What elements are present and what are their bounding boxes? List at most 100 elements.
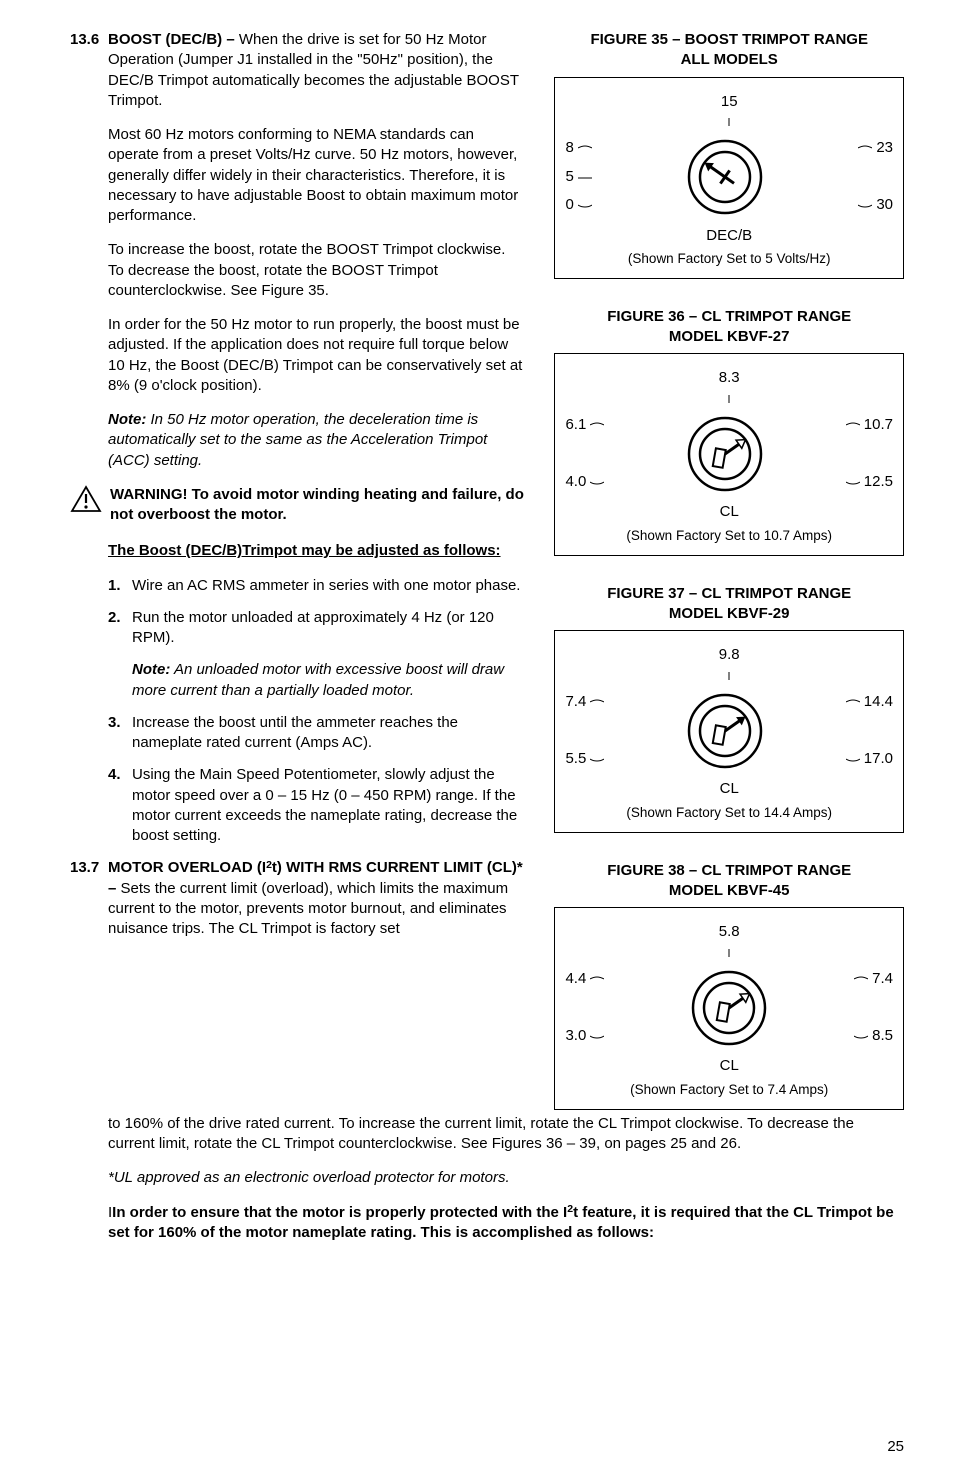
ul-approved: UL approved as an electronic overload pr… (114, 1169, 510, 1186)
fig38-left: 4.4 3.0 (565, 965, 604, 1051)
page-number: 25 (887, 1437, 904, 1457)
fig37-title-a: FIGURE 37 – CL TRIMPOT RANGE (554, 584, 904, 604)
list-num-2: 2. (108, 608, 132, 701)
list-body-4: Using the Main Speed Potentiometer, slow… (132, 765, 524, 846)
list-item: 1. Wire an AC RMS ammeter in series with… (108, 576, 524, 596)
section-13-7: 13.7 MOTOR OVERLOAD (I2t) WITH RMS CURRE… (70, 858, 524, 939)
left-column: 13.6 BOOST (DEC/B) – When the drive is s… (70, 30, 524, 1110)
note-decel: Note: In 50 Hz motor operation, the dece… (108, 410, 524, 471)
section-number: 13.7 (70, 858, 108, 939)
knob-icon (686, 138, 764, 216)
li2-note: Note: An unloaded motor with excessive b… (132, 660, 524, 701)
fig37-left: 7.4 5.5 (565, 688, 604, 774)
section-number: 13.6 (70, 30, 108, 111)
warning-text: WARNING! To avoid motor winding heating … (110, 485, 524, 526)
adjust-title: The Boost (DEC/B)Trimpot may be adjusted… (108, 541, 524, 561)
fig36-title-b: MODEL KBVF-27 (554, 327, 904, 347)
bottom-p1: to 160% of the drive rated current. To i… (108, 1114, 904, 1155)
fig36-r2: 12.5 (864, 473, 893, 490)
fig36-label: CL (565, 502, 893, 522)
list-body-2: Run the motor unloaded at approximately … (132, 608, 524, 701)
li2-note-body: An unloaded motor with excessive boost w… (132, 661, 504, 698)
fig36-l1: 6.1 (565, 416, 586, 433)
p3a: In order to ensure that the motor is pro… (112, 1204, 567, 1221)
list-item: 4. Using the Main Speed Potentiometer, s… (108, 765, 524, 846)
fig35-r1: 23 (876, 139, 893, 156)
fig35-l2: 5 (565, 168, 573, 185)
mol-head-a: MOTOR OVERLOAD (I (108, 859, 266, 876)
boost-head-bold: BOOST (DEC/B) – (108, 31, 235, 48)
warning-row: WARNING! To avoid motor winding heating … (70, 485, 524, 526)
fig35-l3: 0 (565, 196, 573, 213)
fig38-r1: 7.4 (872, 970, 893, 987)
fig35-caption: (Shown Factory Set to 5 Volts/Hz) (565, 250, 893, 268)
fig37-label: CL (565, 779, 893, 799)
fig35-top-val: 15 (721, 93, 738, 110)
fig37-top-val: 9.8 (719, 646, 740, 663)
section-body: MOTOR OVERLOAD (I2t) WITH RMS CURRENT LI… (108, 858, 524, 939)
fig38-label: CL (565, 1056, 893, 1076)
bottom-p2: *UL approved as an electronic overload p… (108, 1168, 904, 1188)
fig36-l2: 4.0 (565, 473, 586, 490)
fig35-top: 15 (565, 92, 893, 133)
fig36-left: 6.1 4.0 (565, 411, 604, 497)
knob-icon (690, 969, 768, 1047)
bottom-section: to 160% of the drive rated current. To i… (108, 1114, 904, 1243)
fig35-title-a: FIGURE 35 – BOOST TRIMPOT RANGE (554, 30, 904, 50)
fig37-r2: 17.0 (864, 750, 893, 767)
note-body: In 50 Hz motor operation, the decelerati… (108, 411, 487, 469)
knob-icon (686, 415, 764, 493)
fig38-l2: 3.0 (565, 1027, 586, 1044)
mol-head-sup: 2 (266, 859, 272, 871)
fig35-label: DEC/B (565, 226, 893, 246)
fig37-title-b: MODEL KBVF-29 (554, 604, 904, 624)
fig38-title-a: FIGURE 38 – CL TRIMPOT RANGE (554, 861, 904, 881)
fig37-l1: 7.4 (565, 693, 586, 710)
list-item: 3. Increase the boost until the ammeter … (108, 713, 524, 754)
para-60hz: Most 60 Hz motors conforming to NEMA sta… (108, 125, 524, 226)
mol-head-rest: Sets the current limit (overload), which… (108, 880, 508, 938)
fig38-title-b: MODEL KBVF-45 (554, 881, 904, 901)
fig37-caption: (Shown Factory Set to 14.4 Amps) (565, 804, 893, 822)
fig36-box: 8.3 6.1 4.0 10.7 12.5 (554, 353, 904, 555)
fig37-box: 9.8 7.4 5.5 14.4 17.0 (554, 630, 904, 832)
note-label: Note: (108, 411, 146, 428)
fig35-title: FIGURE 35 – BOOST TRIMPOT RANGE ALL MODE… (554, 30, 904, 71)
section-13-6: 13.6 BOOST (DEC/B) – When the drive is s… (70, 30, 524, 111)
fig36-title-a: FIGURE 36 – CL TRIMPOT RANGE (554, 307, 904, 327)
fig38-top-val: 5.8 (719, 923, 740, 940)
para-increase: To increase the boost, rotate the BOOST … (108, 240, 524, 301)
warning-icon (70, 485, 102, 519)
fig37-right: 14.4 17.0 (846, 688, 893, 774)
fig36-r1: 10.7 (864, 416, 893, 433)
fig36-caption: (Shown Factory Set to 10.7 Amps) (565, 527, 893, 545)
right-column: FIGURE 35 – BOOST TRIMPOT RANGE ALL MODE… (554, 30, 904, 1110)
li2-text: Run the motor unloaded at approximately … (132, 608, 524, 649)
fig37-l2: 5.5 (565, 750, 586, 767)
fig36-title: FIGURE 36 – CL TRIMPOT RANGE MODEL KBVF-… (554, 307, 904, 348)
list-num-4: 4. (108, 765, 132, 846)
fig37-title: FIGURE 37 – CL TRIMPOT RANGE MODEL KBVF-… (554, 584, 904, 625)
para-50hz: In order for the 50 Hz motor to run prop… (108, 315, 524, 396)
list-item: 2. Run the motor unloaded at approximate… (108, 608, 524, 701)
fig38-caption: (Shown Factory Set to 7.4 Amps) (565, 1081, 893, 1099)
fig35-box: 15 8 5 0 (554, 77, 904, 279)
list-num-1: 1. (108, 576, 132, 596)
fig36-top: 8.3 (565, 368, 893, 409)
fig35-title-b: ALL MODELS (554, 50, 904, 70)
fig38-box: 5.8 4.4 3.0 7.4 8.5 (554, 907, 904, 1109)
li2-note-label: Note: (132, 661, 170, 678)
section-body: BOOST (DEC/B) – When the drive is set fo… (108, 30, 524, 111)
knob-icon (686, 692, 764, 770)
bottom-p3: IIn order to ensure that the motor is pr… (108, 1203, 904, 1244)
list-body-1: Wire an AC RMS ammeter in series with on… (132, 576, 524, 596)
fig37-r1: 14.4 (864, 693, 893, 710)
fig38-top: 5.8 (565, 922, 893, 963)
fig38-title: FIGURE 38 – CL TRIMPOT RANGE MODEL KBVF-… (554, 861, 904, 902)
fig35-l1: 8 (565, 139, 573, 156)
list-body-3: Increase the boost until the ammeter rea… (132, 713, 524, 754)
fig36-right: 10.7 12.5 (846, 411, 893, 497)
p3sup: 2 (567, 1203, 573, 1215)
fig38-r2: 8.5 (872, 1027, 893, 1044)
fig35-left: 8 5 0 (565, 134, 592, 220)
